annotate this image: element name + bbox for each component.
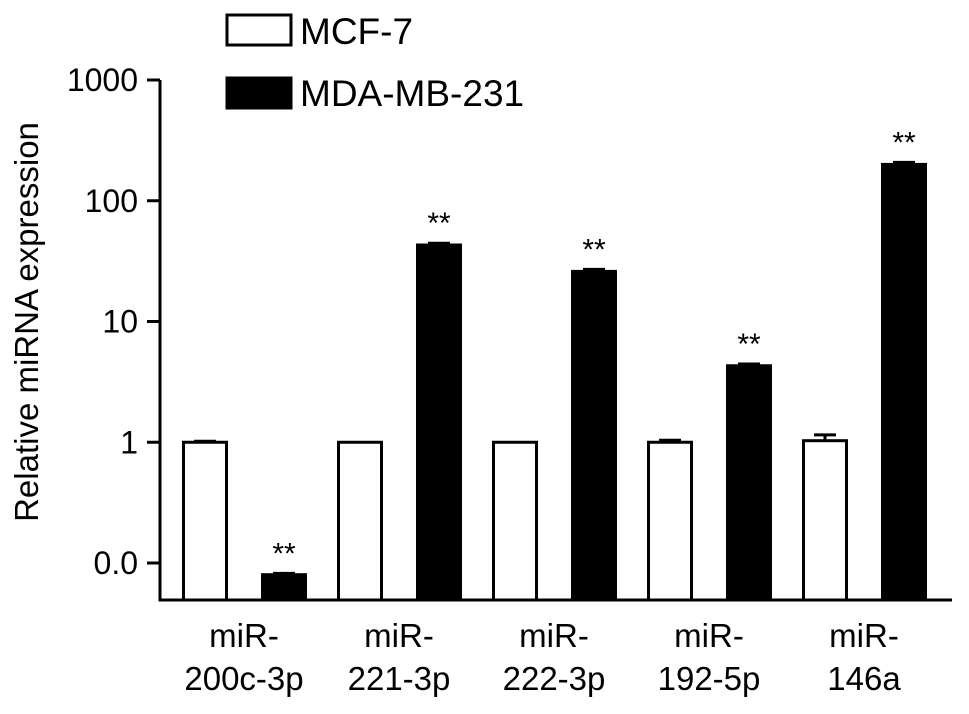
bar-mdamb231 — [571, 269, 617, 602]
significance-label: ** — [272, 537, 296, 570]
y-axis-title: Relative miRNA expression — [8, 122, 45, 522]
significance-label: ** — [582, 233, 606, 266]
y-tick-label: 0.0 — [94, 545, 138, 581]
y-tick-label: 100 — [85, 183, 138, 219]
bar-mcf7 — [802, 439, 848, 602]
y-tick-label: 1000 — [67, 62, 138, 98]
x-category-label: 192-5p — [658, 660, 761, 697]
y-ticks: 0.0 1 10 100 1000 — [67, 62, 160, 581]
x-category-label: 146a — [827, 660, 901, 697]
bar-mcf7 — [337, 440, 383, 602]
x-category-label: miR- — [209, 617, 279, 654]
x-labels: miR- 200c-3p miR- 221-3p miR- 222-3p miR- 192-5… — [184, 617, 901, 697]
bar-mcf7 — [647, 440, 693, 602]
significance-label: ** — [892, 126, 916, 159]
bar-mdamb231 — [881, 162, 927, 602]
x-category-label: 200c-3p — [184, 660, 303, 697]
x-category-label: 221-3p — [348, 660, 451, 697]
y-tick-label: 1 — [120, 424, 138, 460]
legend: MCF-7 MDA-MB-231 — [225, 11, 524, 114]
y-tick-label: 10 — [102, 304, 138, 340]
legend-swatch-mcf7 — [225, 13, 293, 47]
x-category-label: miR- — [364, 617, 434, 654]
x-category-label: miR- — [519, 617, 589, 654]
significance-label: ** — [427, 207, 451, 240]
x-category-label: miR- — [829, 617, 899, 654]
bar-mcf7 — [182, 440, 228, 602]
bar-mdamb231 — [416, 243, 462, 602]
legend-item-mdamb231: MDA-MB-231 — [225, 73, 524, 114]
x-category-label: miR- — [674, 617, 744, 654]
legend-label-mcf7: MCF-7 — [300, 11, 413, 52]
legend-item-mcf7: MCF-7 — [225, 11, 413, 52]
legend-swatch-mdamb231 — [225, 76, 293, 110]
significance-label: ** — [737, 328, 761, 361]
bar-mcf7 — [492, 440, 538, 602]
bars: ** ** ** ** ** — [182, 126, 927, 602]
bar-mdamb231 — [261, 573, 307, 602]
x-category-label: 222-3p — [503, 660, 606, 697]
legend-label-mdamb231: MDA-MB-231 — [300, 73, 524, 114]
bar-mdamb231 — [726, 364, 772, 602]
